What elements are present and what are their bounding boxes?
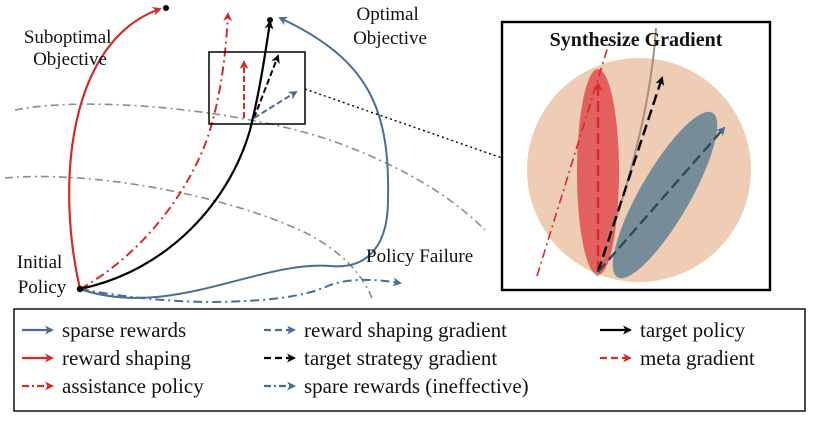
- legend-label: reward shaping gradient: [304, 318, 507, 342]
- inset-panel: Synthesize Gradient: [500, 20, 772, 292]
- sparse-rewards-ineffective-curve: [79, 277, 402, 303]
- inset-red-dashdot-line: [536, 39, 611, 277]
- initial-policy-label: Initial Policy: [17, 252, 67, 298]
- legend-label: target strategy gradient: [304, 346, 497, 370]
- contour-line-upper: [14, 103, 486, 231]
- zoom-box: [208, 51, 306, 125]
- contour-line-lower: [4, 175, 373, 299]
- inset-title: Synthesize Gradient: [550, 29, 723, 51]
- zoom-box-arrows: [239, 54, 298, 119]
- policy-failure-label: Policy Failure: [366, 246, 473, 267]
- legend-label: reward shaping: [62, 346, 191, 370]
- optimal-label: Optimal Objective: [353, 4, 427, 49]
- suboptimal-objective-point: [163, 5, 169, 11]
- legend-label: sparse rewards: [62, 318, 186, 342]
- legend-label: spare rewards (ineffective): [304, 374, 529, 398]
- sparse-rewards-curve: [79, 16, 390, 299]
- initial-policy-point: [76, 285, 84, 293]
- inset-black-gradient-arrow: [596, 76, 665, 273]
- assistance-policy-curve: [79, 12, 233, 290]
- legend-label: assistance policy: [62, 374, 204, 398]
- target-policy-curve: [79, 20, 274, 291]
- legend: sparse rewards reward shaping gradient tar…: [22, 318, 755, 398]
- optimal-objective-point: [267, 17, 273, 23]
- legend-box: [13, 308, 806, 412]
- suboptimal-label: Suboptimal Objective: [24, 27, 116, 70]
- legend-label: meta gradient: [640, 346, 755, 370]
- reward-shaping-curve: [68, 7, 162, 290]
- contour-lines: [4, 103, 486, 299]
- zoom-connector: [304, 88, 503, 159]
- legend-label: target policy: [640, 318, 746, 342]
